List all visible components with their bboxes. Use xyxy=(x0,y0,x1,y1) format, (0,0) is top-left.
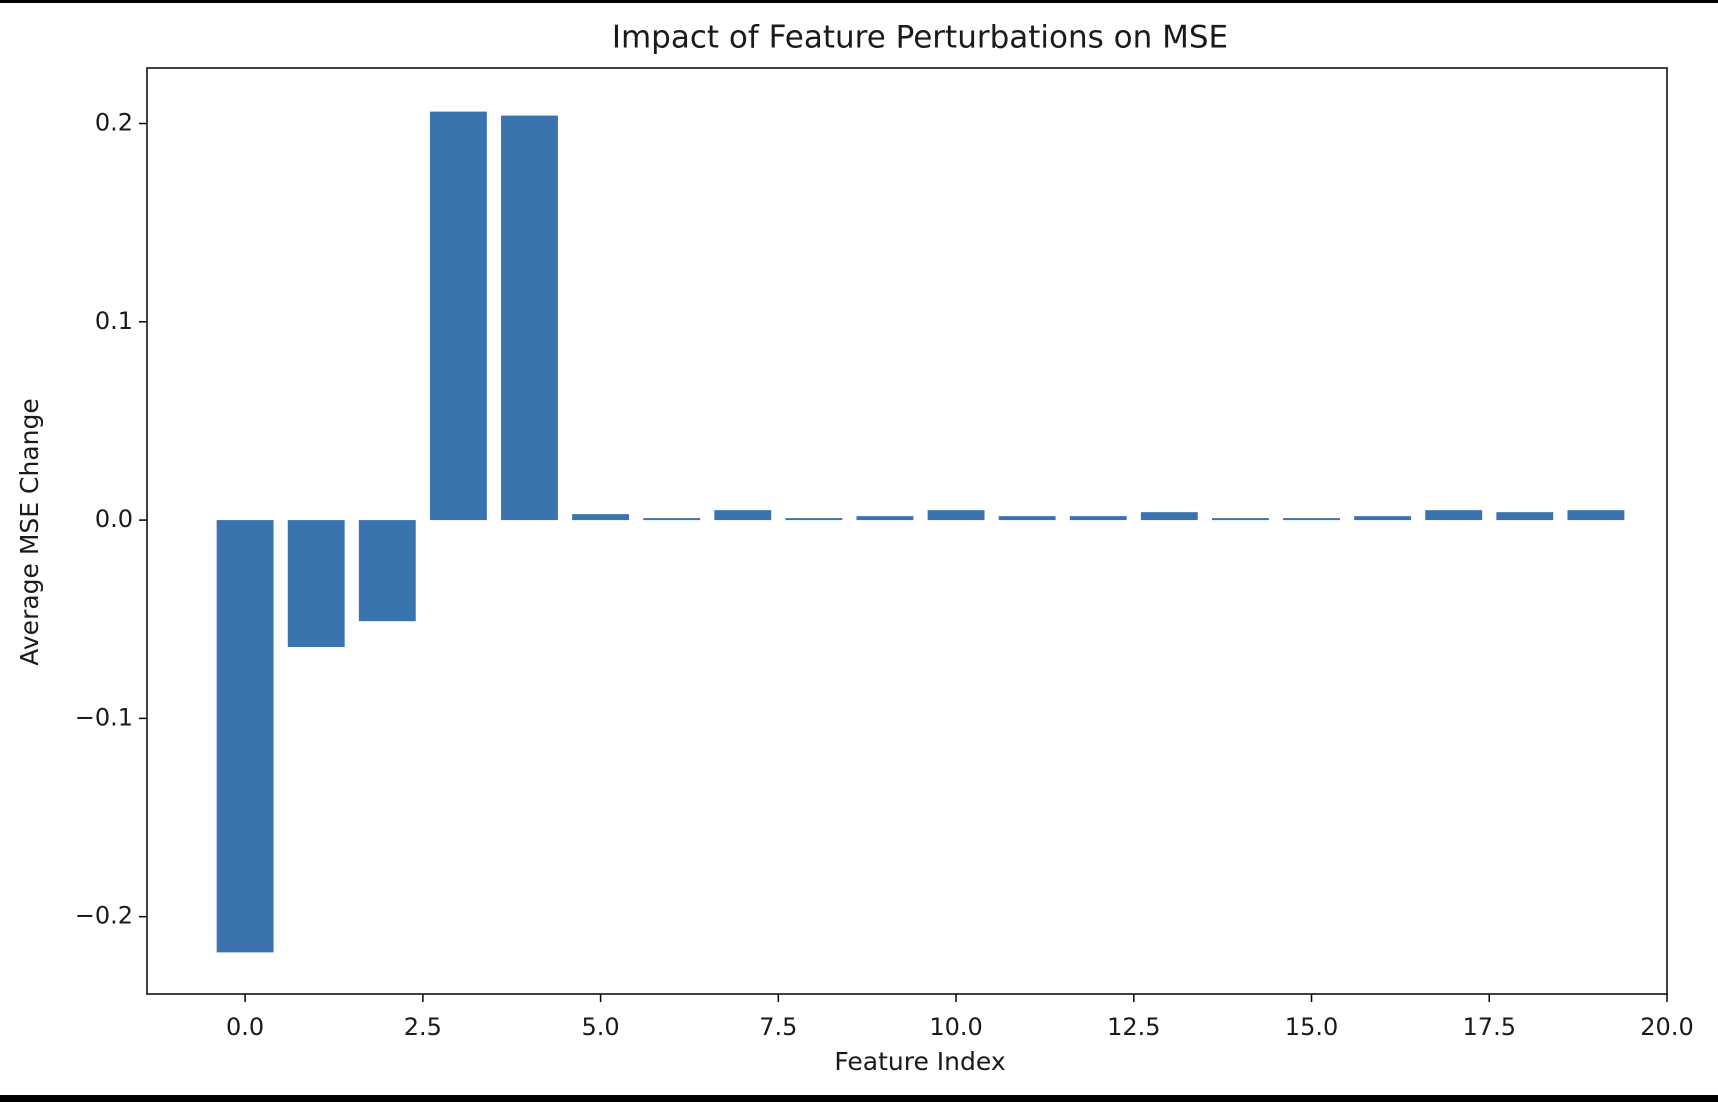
x-tick-label: 5.0 xyxy=(581,1013,619,1041)
x-axis-label: Feature Index xyxy=(834,1047,1005,1076)
bar-feature-15 xyxy=(1283,518,1340,521)
x-tick-label: 17.5 xyxy=(1463,1013,1516,1041)
bar-feature-7 xyxy=(714,510,772,521)
bar-feature-19 xyxy=(1567,510,1625,521)
x-tick-label: 2.5 xyxy=(404,1013,442,1041)
y-tick-label: −0.2 xyxy=(75,902,133,930)
bar-feature-8 xyxy=(785,518,843,521)
x-tick-label: 0.0 xyxy=(226,1013,264,1041)
y-tick-label: −0.1 xyxy=(75,703,133,731)
bar-feature-13 xyxy=(1140,512,1198,521)
bar-feature-2 xyxy=(358,520,416,622)
bar-chart: Impact of Feature Perturbations on MSE 0… xyxy=(15,20,1694,1077)
x-tick-label: 7.5 xyxy=(759,1013,797,1041)
bar-feature-12 xyxy=(1069,516,1127,521)
bar-feature-16 xyxy=(1354,516,1412,521)
plot-frame xyxy=(146,67,1668,995)
bar-feature-1 xyxy=(287,520,345,647)
bar-feature-11 xyxy=(998,516,1056,521)
bar-feature-5 xyxy=(572,514,630,521)
x-axis-ticks: 0.0 2.5 5.0 7.5 10.0 12.5 15.0 17.5 20.0 xyxy=(226,994,1694,1041)
y-tick-label: 0.1 xyxy=(95,307,133,335)
bar-feature-17 xyxy=(1425,510,1483,521)
bar-feature-4 xyxy=(501,115,558,521)
chart-title: Impact of Feature Perturbations on MSE xyxy=(612,20,1228,56)
chart-figure: Impact of Feature Perturbations on MSE 0… xyxy=(0,3,1718,1095)
bar-feature-6 xyxy=(643,518,701,521)
bar-feature-10 xyxy=(927,510,985,521)
y-tick-label: 0.2 xyxy=(95,109,133,137)
x-tick-label: 15.0 xyxy=(1285,1013,1338,1041)
y-axis-ticks: −0.2 −0.1 0.0 0.1 0.2 xyxy=(75,109,147,930)
x-tick-label: 20.0 xyxy=(1640,1013,1693,1041)
bar-feature-9 xyxy=(856,516,914,521)
bar-feature-0 xyxy=(216,520,274,953)
bar-feature-18 xyxy=(1496,512,1554,521)
bar-feature-3 xyxy=(429,111,487,521)
y-tick-label: 0.0 xyxy=(95,505,133,533)
x-tick-label: 10.0 xyxy=(929,1013,982,1041)
x-tick-label: 12.5 xyxy=(1107,1013,1160,1041)
y-axis-label: Average MSE Change xyxy=(15,398,44,666)
bar-feature-14 xyxy=(1212,518,1269,521)
bars-group xyxy=(216,111,1625,953)
